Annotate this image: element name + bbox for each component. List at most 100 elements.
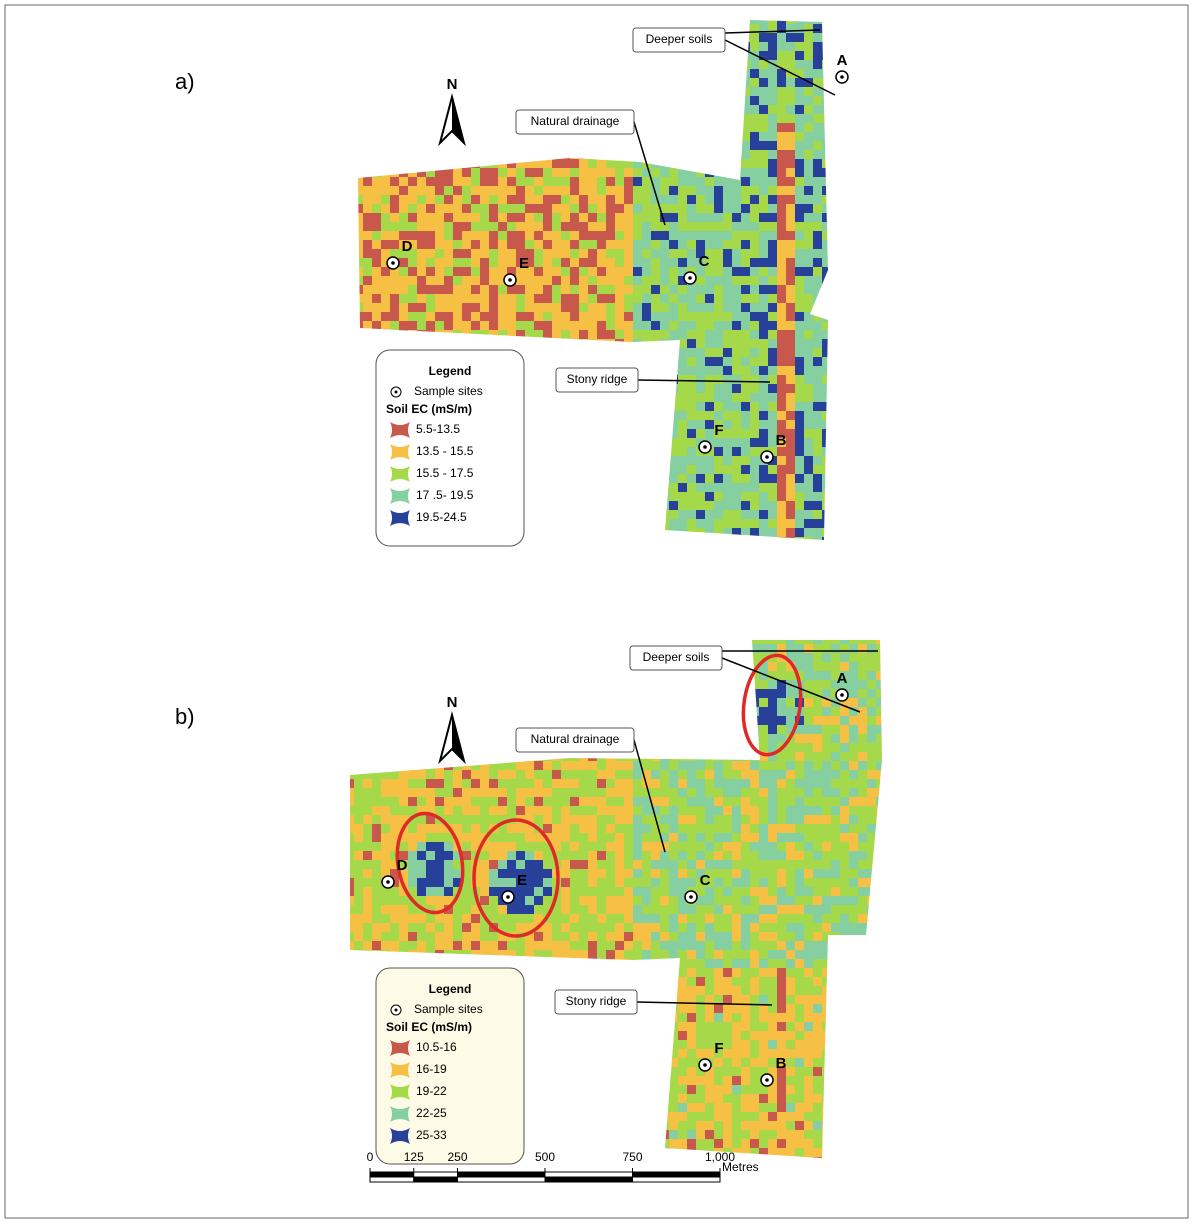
ec-cell — [813, 159, 823, 169]
ec-cell — [867, 815, 877, 825]
ec-cell — [516, 168, 526, 178]
ec-cell — [534, 294, 544, 304]
ec-cell — [840, 788, 850, 798]
ec-cell — [831, 725, 841, 735]
ec-cell — [417, 303, 427, 313]
ec-cell — [444, 294, 454, 304]
ec-cell — [570, 806, 580, 816]
ec-cell — [750, 285, 760, 295]
ec-cell — [426, 842, 436, 852]
ec-cell — [804, 707, 814, 717]
ec-cell — [651, 267, 661, 277]
ec-cell — [597, 240, 607, 250]
ec-cell — [480, 815, 490, 825]
ec-cell — [849, 671, 859, 681]
ec-cell — [714, 806, 724, 816]
ec-cell — [633, 258, 643, 268]
ec-cell — [777, 186, 787, 196]
ec-cell — [408, 294, 418, 304]
ec-cell — [678, 294, 688, 304]
ec-cell — [804, 339, 814, 349]
ec-cell — [426, 267, 436, 277]
ec-cell — [534, 806, 544, 816]
ec-cell — [363, 779, 373, 789]
ec-cell — [678, 806, 688, 816]
ec-cell — [741, 429, 751, 439]
ec-cell — [741, 141, 751, 151]
ec-cell — [768, 842, 778, 852]
ec-cell — [588, 842, 598, 852]
ec-cell — [687, 195, 697, 205]
ec-cell — [759, 348, 769, 358]
ec-cell — [804, 842, 814, 852]
ec-cell — [651, 330, 661, 340]
ec-cell — [687, 456, 697, 466]
ec-cell — [786, 716, 796, 726]
ec-cell — [579, 770, 589, 780]
ec-cell — [831, 707, 841, 717]
ec-cell — [741, 321, 751, 331]
ec-cell — [471, 294, 481, 304]
ec-cell — [471, 303, 481, 313]
ec-cell — [732, 429, 742, 439]
ec-cell — [768, 78, 778, 88]
ec-cell — [390, 204, 400, 214]
ec-cell — [786, 510, 796, 520]
ec-cell — [867, 734, 877, 744]
ec-cell — [561, 294, 571, 304]
ec-cell — [696, 195, 706, 205]
ec-cell — [732, 393, 742, 403]
ec-cell — [669, 303, 679, 313]
ec-cell — [552, 761, 562, 771]
ec-cell — [534, 321, 544, 331]
ec-cell — [840, 779, 850, 789]
ec-cell — [714, 474, 724, 484]
ec-cell — [813, 716, 823, 726]
ec-cell — [786, 815, 796, 825]
ec-cell — [777, 24, 787, 34]
ec-cell — [759, 797, 769, 807]
ec-cell — [678, 213, 688, 223]
ec-cell — [354, 824, 364, 834]
ec-cell — [642, 186, 652, 196]
ec-cell — [624, 788, 634, 798]
ec-cell — [462, 842, 472, 852]
ec-cell — [399, 186, 409, 196]
ec-cell — [705, 779, 715, 789]
ec-cell — [786, 42, 796, 52]
ec-cell — [786, 222, 796, 232]
ec-cell — [813, 384, 823, 394]
ec-cell — [741, 393, 751, 403]
ec-cell — [768, 689, 778, 699]
ec-cell — [687, 492, 697, 502]
ec-cell — [849, 752, 859, 762]
ec-cell — [615, 824, 625, 834]
ec-cell — [804, 213, 814, 223]
ec-cell — [813, 42, 823, 52]
ec-cell — [858, 797, 868, 807]
ec-cell — [669, 294, 679, 304]
ec-cell — [489, 312, 499, 322]
ec-cell — [741, 474, 751, 484]
ec-cell — [561, 159, 571, 169]
ec-cell — [750, 833, 760, 843]
ec-cell — [615, 797, 625, 807]
ec-cell — [786, 330, 796, 340]
ec-cell — [759, 743, 769, 753]
ec-cell — [381, 815, 391, 825]
ec-cell — [624, 276, 634, 286]
ec-cell — [732, 330, 742, 340]
ec-cell — [786, 96, 796, 106]
ec-cell — [633, 779, 643, 789]
ec-cell — [759, 492, 769, 502]
ec-cell — [750, 447, 760, 457]
ec-cell — [777, 797, 787, 807]
ec-cell — [777, 51, 787, 61]
ec-cell — [768, 420, 778, 430]
ec-cell — [723, 761, 733, 771]
ec-cell — [588, 770, 598, 780]
ec-cell — [372, 204, 382, 214]
ec-cell — [795, 141, 805, 151]
ec-cell — [417, 276, 427, 286]
ec-cell — [579, 321, 589, 331]
